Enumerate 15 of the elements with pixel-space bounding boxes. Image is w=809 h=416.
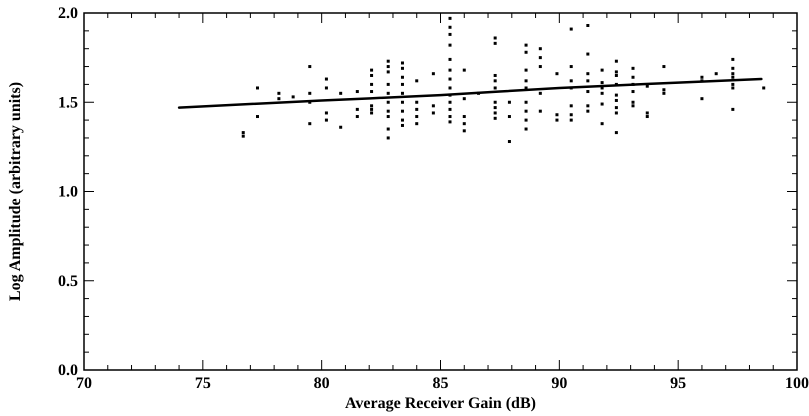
y-tick-label: 2.0: [58, 5, 78, 22]
y-tick-label: 1.0: [58, 184, 78, 200]
x-axis-title: Average Receiver Gain (dB): [345, 395, 536, 412]
y-axis-title: Log Amplitude (arbitrary units): [7, 82, 24, 302]
y-tick-label: 1.5: [58, 94, 78, 112]
y-tick-label: 0.0: [58, 362, 78, 379]
x-tick-label: 85: [432, 375, 448, 392]
line-series: [178, 78, 763, 109]
x-tick-label: 95: [670, 375, 686, 392]
x-tick-label: 100: [785, 375, 809, 392]
x-tick-label: 80: [314, 375, 330, 392]
x-tick-label: 75: [194, 375, 211, 392]
x-tick-label: 70: [76, 375, 92, 392]
y-tick-label: 0.5: [58, 272, 78, 290]
x-tick-label: 90: [551, 375, 568, 392]
